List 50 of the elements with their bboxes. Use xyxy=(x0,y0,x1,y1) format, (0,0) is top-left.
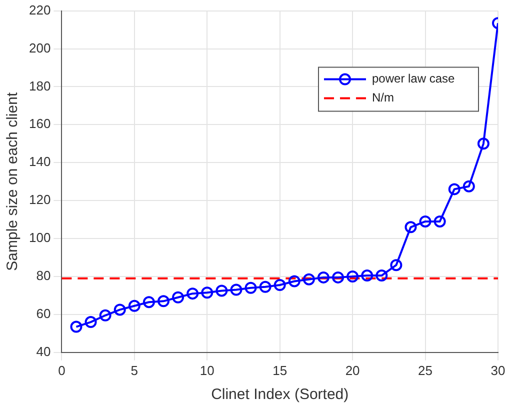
y-axis-title: Sample size on each client xyxy=(4,92,22,271)
x-axis-title: Clinet Index (Sorted) xyxy=(211,386,349,404)
point xyxy=(448,183,460,196)
point xyxy=(434,215,446,228)
point xyxy=(317,271,330,284)
y-tick-label: 60 xyxy=(36,306,51,322)
point xyxy=(99,309,112,322)
point xyxy=(230,284,242,296)
x-tick-label: 10 xyxy=(200,362,214,378)
point xyxy=(84,316,97,328)
point xyxy=(332,271,344,284)
point xyxy=(376,270,388,282)
y-tick-label: 140 xyxy=(28,154,51,170)
y-tick-label: 180 xyxy=(28,78,51,94)
point xyxy=(274,279,286,292)
point xyxy=(157,295,170,308)
point xyxy=(128,300,140,312)
y-tick-label: 220 xyxy=(28,2,51,18)
legend-label: power law case xyxy=(372,72,456,86)
y-tick-label: 40 xyxy=(36,344,51,359)
x-tick-label: 20 xyxy=(345,362,360,378)
point xyxy=(346,270,359,282)
point xyxy=(172,291,184,304)
point xyxy=(201,286,214,299)
point xyxy=(404,221,417,234)
point xyxy=(477,138,490,150)
point xyxy=(244,282,257,294)
x-tick-label: 25 xyxy=(418,362,433,378)
point xyxy=(142,296,155,308)
point xyxy=(259,280,272,293)
point xyxy=(462,180,475,192)
y-tick-label: 100 xyxy=(28,230,51,246)
y-tick-label: 120 xyxy=(28,192,51,208)
point xyxy=(186,288,199,300)
point xyxy=(216,284,228,297)
y-tick-label: 80 xyxy=(36,268,51,284)
point xyxy=(419,215,432,228)
y-tick-label: 200 xyxy=(28,40,51,56)
point xyxy=(390,259,402,272)
y-tick-label: 160 xyxy=(28,116,51,132)
point xyxy=(361,270,374,282)
legend-label: N/m xyxy=(372,90,394,105)
x-tick-label: 15 xyxy=(272,362,288,378)
point xyxy=(70,320,82,333)
point xyxy=(288,275,300,288)
x-tick-label: 5 xyxy=(130,362,138,378)
point xyxy=(302,273,315,286)
x-tick-label: 0 xyxy=(58,362,66,378)
point xyxy=(114,304,126,316)
x-tick-label: 30 xyxy=(490,362,506,378)
